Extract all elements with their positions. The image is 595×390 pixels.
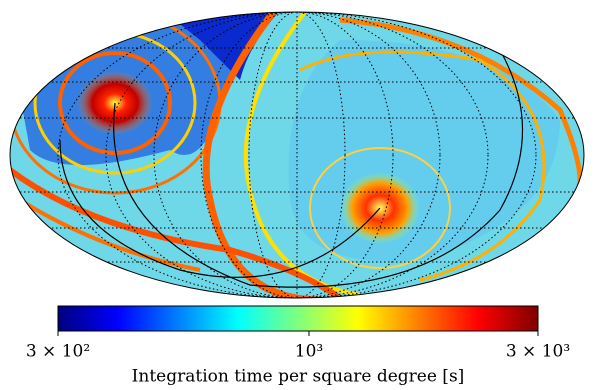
tick-label: 3 × 10²: [26, 342, 90, 362]
map-border: [9, 11, 585, 299]
colorbar: [57, 305, 539, 332]
tick-label: 3 × 10³: [506, 342, 570, 362]
colorbar-label: Integration time per square degree [s]: [132, 367, 465, 387]
sky-map: [10, 12, 584, 298]
tick-label: 10³: [295, 342, 323, 362]
